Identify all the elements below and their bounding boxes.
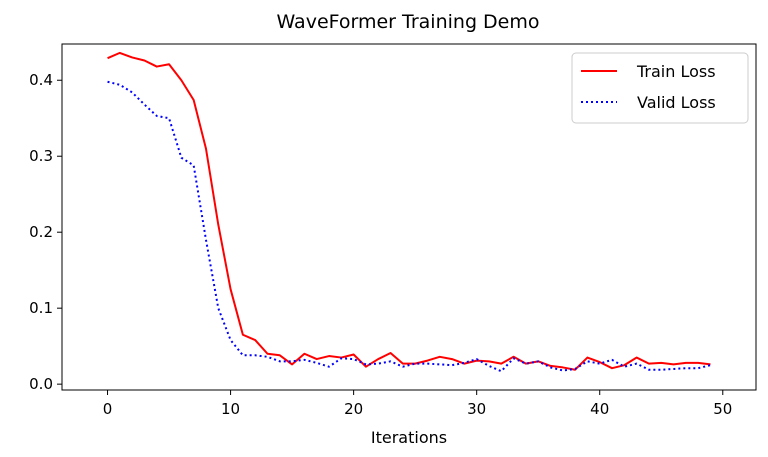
x-axis-label: Iterations: [371, 428, 447, 447]
y-tick-label: 0.1: [29, 299, 53, 317]
x-axis: 0 10 20 30 40 50: [103, 390, 732, 418]
plot-area: [107, 51, 711, 373]
x-tick-label: 30: [467, 400, 486, 418]
x-tick-label: 40: [590, 400, 609, 418]
series-line-train-loss: [107, 51, 711, 371]
x-tick-label: 0: [103, 400, 113, 418]
legend-label-valid-loss: Valid Loss: [637, 93, 716, 112]
legend-label-train-loss: Train Loss: [636, 62, 716, 81]
y-tick-label: 0.4: [29, 71, 53, 89]
chart-title: WaveFormer Training Demo: [276, 11, 539, 33]
series-line-valid-loss: [107, 80, 711, 373]
legend: Train Loss Valid Loss: [571, 52, 749, 124]
y-axis: 0.0 0.1 0.2 0.3 0.4: [29, 71, 62, 393]
y-tick-label: 0.0: [29, 375, 53, 393]
x-tick-label: 50: [713, 400, 732, 418]
x-tick-label: 20: [344, 400, 363, 418]
x-tick-label: 10: [221, 400, 240, 418]
y-tick-label: 0.3: [29, 147, 53, 165]
plot-frame: [61, 43, 757, 391]
y-tick-label: 0.2: [29, 223, 53, 241]
